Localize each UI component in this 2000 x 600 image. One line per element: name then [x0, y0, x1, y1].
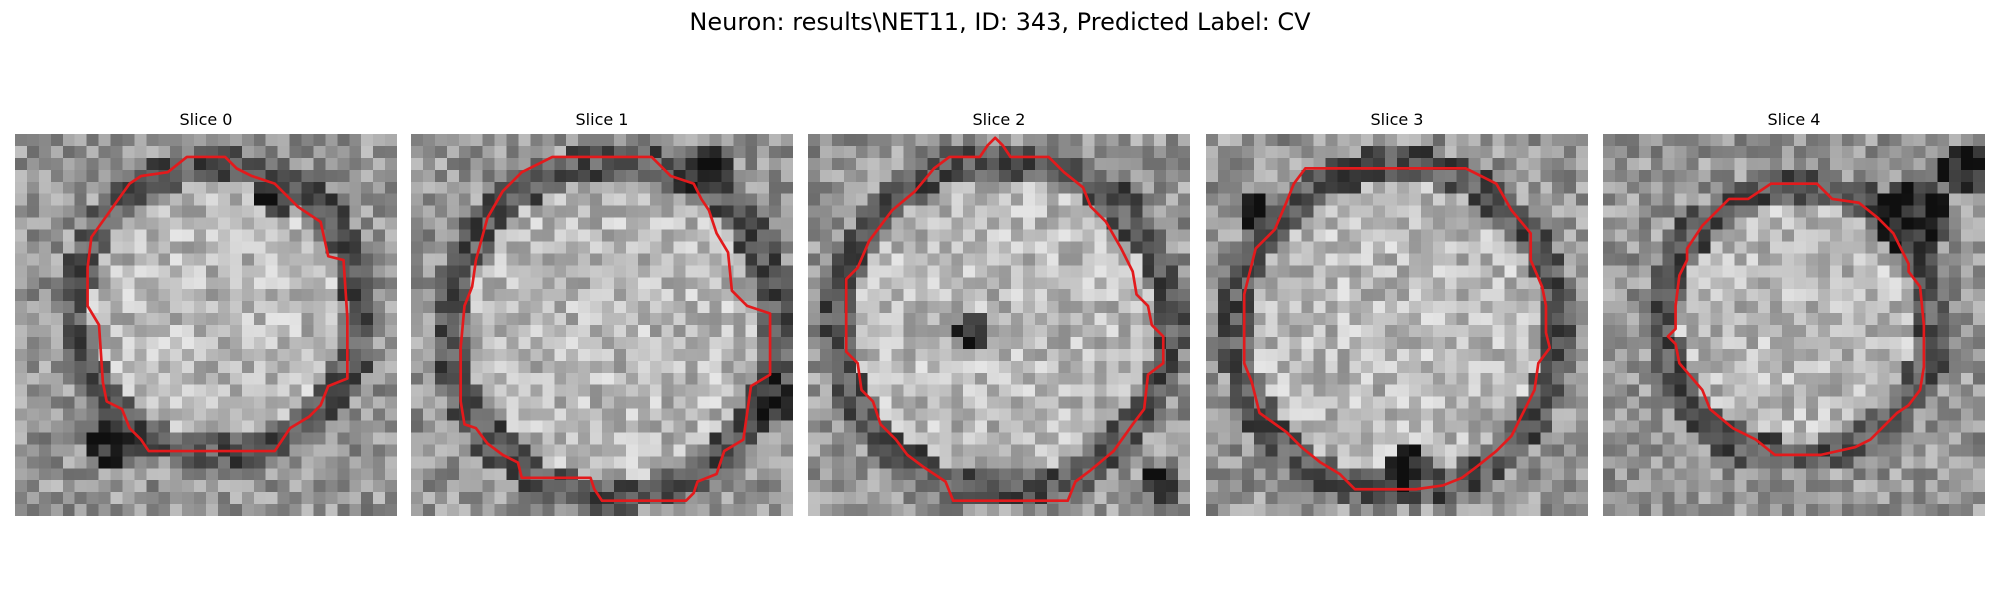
contour-overlay [86, 155, 349, 453]
slice-panel-1: Slice 1 [411, 108, 793, 516]
slice-panel-3: Slice 3 [1206, 108, 1588, 516]
slice-panel-0: Slice 0 [15, 108, 397, 516]
slice-title: Slice 3 [1370, 110, 1424, 129]
slice-panel-2: Slice 2 [808, 108, 1190, 516]
slice-title: Slice 1 [575, 110, 629, 129]
slice-title: Slice 4 [1767, 110, 1821, 129]
contour-overlay [844, 136, 1165, 503]
figure-title: Neuron: results\NET11, ID: 343, Predicte… [689, 8, 1311, 36]
slice-image [1603, 134, 1985, 516]
neuron-contour [844, 136, 1165, 503]
slice-image [808, 134, 1190, 516]
contour-overlay [459, 155, 772, 503]
grayscale-patch [1603, 134, 1985, 516]
grayscale-patch [808, 134, 1190, 516]
neuron-contour [1242, 167, 1552, 491]
contour-overlay [1666, 182, 1926, 457]
contour-overlay [1242, 167, 1552, 491]
neuron-contour [1666, 182, 1926, 457]
grayscale-patch [1206, 134, 1588, 516]
slice-image [15, 134, 397, 516]
grayscale-patch [411, 134, 793, 516]
neuron-contour [86, 155, 349, 453]
slice-panel-4: Slice 4 [1603, 108, 1985, 516]
slice-image [411, 134, 793, 516]
neuron-contour [459, 155, 772, 503]
slice-image [1206, 134, 1588, 516]
slice-title: Slice 2 [972, 110, 1026, 129]
slice-title: Slice 0 [179, 110, 233, 129]
